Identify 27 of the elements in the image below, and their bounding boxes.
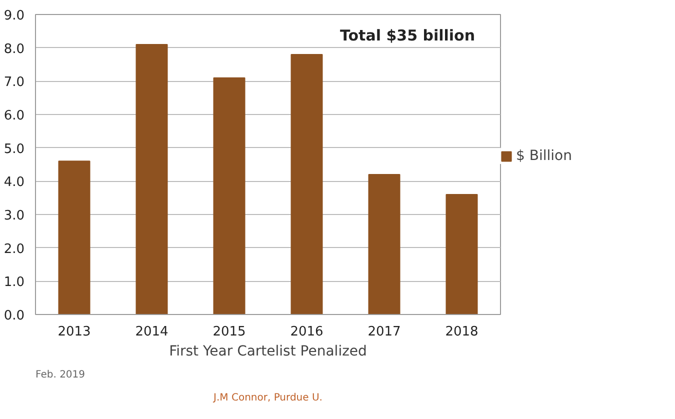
y-tick-label: 2.0 [4,242,25,257]
y-tick-label: 1.0 [4,275,25,290]
bar [290,54,323,314]
x-tick-label: 2014 [135,324,168,340]
text: Feb. 2019 [36,370,86,380]
bar [58,160,90,314]
bar [213,77,246,314]
bar [136,44,168,314]
x-tick-label: 2013 [58,324,91,340]
annotation: Total $35 billion [340,26,476,44]
y-tick-label: 8.0 [4,42,25,57]
x-tick-label: 2016 [290,324,324,340]
y-tick-label: 0.0 [4,308,25,324]
bar [368,174,400,314]
legend-label: $ Billion [516,148,572,164]
text: J.M Connor, Purdue U. [212,392,322,404]
y-tick-label: 6.0 [4,108,25,124]
x-tick-label: 2015 [212,324,246,340]
x-axis-title: First Year Cartelist Penalized [169,344,367,360]
bar [446,194,478,314]
y-tick-label: 5.0 [4,142,25,157]
y-tick-label: 4.0 [4,175,25,190]
y-tick-label: 3.0 [4,208,25,224]
x-tick-label: 2018 [445,324,478,340]
x-tick-label: 2017 [368,324,401,340]
y-tick-label: 9.0 [4,8,25,24]
y-tick-label: 7.0 [4,75,25,90]
